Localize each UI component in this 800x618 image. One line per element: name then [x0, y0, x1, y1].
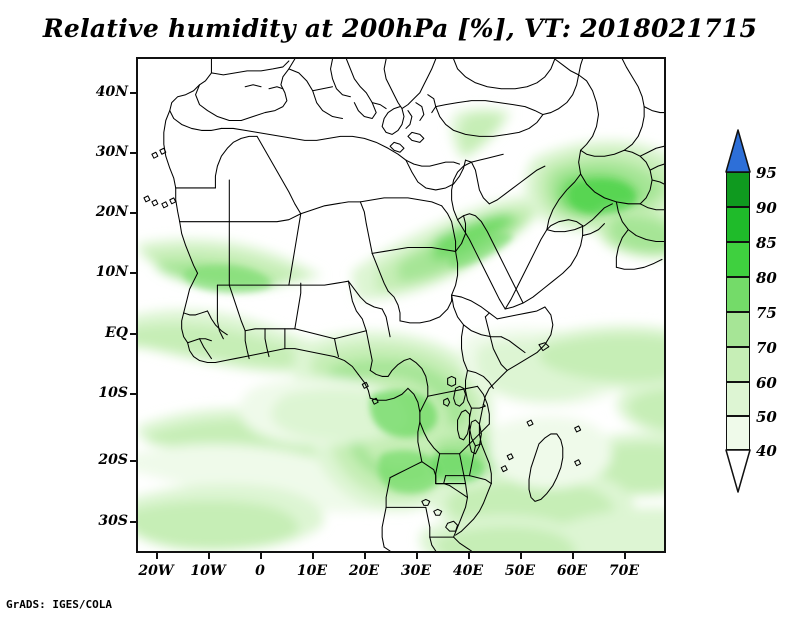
x-tick-10W — [208, 551, 210, 559]
x-label-10E: 10E — [296, 563, 328, 579]
x-tick-30E — [416, 551, 418, 559]
y-tick-20N — [130, 212, 138, 214]
x-label-50E: 50E — [504, 563, 536, 579]
y-label-30S: 30S — [98, 513, 128, 529]
x-label-20W: 20W — [138, 563, 174, 579]
x-tick-20W — [156, 551, 158, 559]
y-label-40N: 40N — [95, 84, 128, 100]
y-label-30N: 30N — [95, 144, 128, 160]
x-label-0: 0 — [255, 563, 265, 579]
x-tick-50E — [520, 551, 522, 559]
y-tick-10N — [130, 272, 138, 274]
x-label-40E: 40E — [452, 563, 484, 579]
colorbar-label-70: 70 — [756, 339, 777, 357]
colorbar-label-60: 60 — [756, 374, 777, 392]
colorbar-cell-40-50 — [726, 416, 750, 450]
colorbar-label-40: 40 — [756, 442, 777, 460]
y-tick-EQ — [130, 333, 138, 335]
y-tick-30N — [130, 152, 138, 154]
x-tick-60E — [572, 551, 574, 559]
x-tick-40E — [468, 551, 470, 559]
colorbar-cell-80-85 — [726, 242, 750, 277]
colorbar-label-75: 75 — [756, 304, 777, 322]
y-label-20S: 20S — [98, 452, 128, 468]
colorbar-label-95: 95 — [756, 164, 777, 182]
x-tick-70E — [624, 551, 626, 559]
y-tick-10S — [130, 393, 138, 395]
colorbar-caps — [725, 129, 751, 493]
y-tick-40N — [130, 92, 138, 94]
page-title: Relative humidity at 200hPa [%], VT: 201… — [42, 14, 758, 43]
colorbar-cell-85-90 — [726, 207, 750, 242]
colorbar-top-cap-icon — [725, 129, 751, 173]
colorbar-bottom-cap-icon — [725, 449, 751, 493]
y-label-10N: 10N — [95, 264, 128, 280]
colorbar-label-50: 50 — [756, 408, 777, 426]
y-label-20N: 20N — [95, 204, 128, 220]
colorbar-label-80: 80 — [756, 269, 777, 287]
x-tick-0 — [260, 551, 262, 559]
x-tick-20E — [364, 551, 366, 559]
y-tick-20S — [130, 460, 138, 462]
x-label-10W: 10W — [190, 563, 226, 579]
humidity-shading-layer — [138, 59, 664, 551]
colorbar-label-90: 90 — [756, 199, 777, 217]
y-label-EQ: EQ — [105, 325, 128, 341]
map-plot-area — [136, 57, 666, 553]
x-tick-10E — [312, 551, 314, 559]
colorbar-cell-50-60 — [726, 382, 750, 416]
colorbar-cell-90-95 — [726, 172, 750, 207]
colorbar-label-85: 85 — [756, 234, 777, 252]
coastline-border-layer — [138, 59, 664, 551]
colorbar: 95 90 85 80 75 70 60 50 40 — [722, 128, 792, 494]
x-label-20E: 20E — [348, 563, 380, 579]
colorbar-cell-60-70 — [726, 347, 750, 382]
x-label-60E: 60E — [556, 563, 588, 579]
colorbar-cell-75-80 — [726, 277, 750, 312]
y-label-10S: 10S — [98, 385, 128, 401]
x-label-30E: 30E — [400, 563, 432, 579]
attribution-text: GrADS: IGES/COLA — [6, 598, 112, 611]
y-tick-30S — [130, 521, 138, 523]
colorbar-cell-70-75 — [726, 312, 750, 347]
x-label-70E: 70E — [608, 563, 640, 579]
